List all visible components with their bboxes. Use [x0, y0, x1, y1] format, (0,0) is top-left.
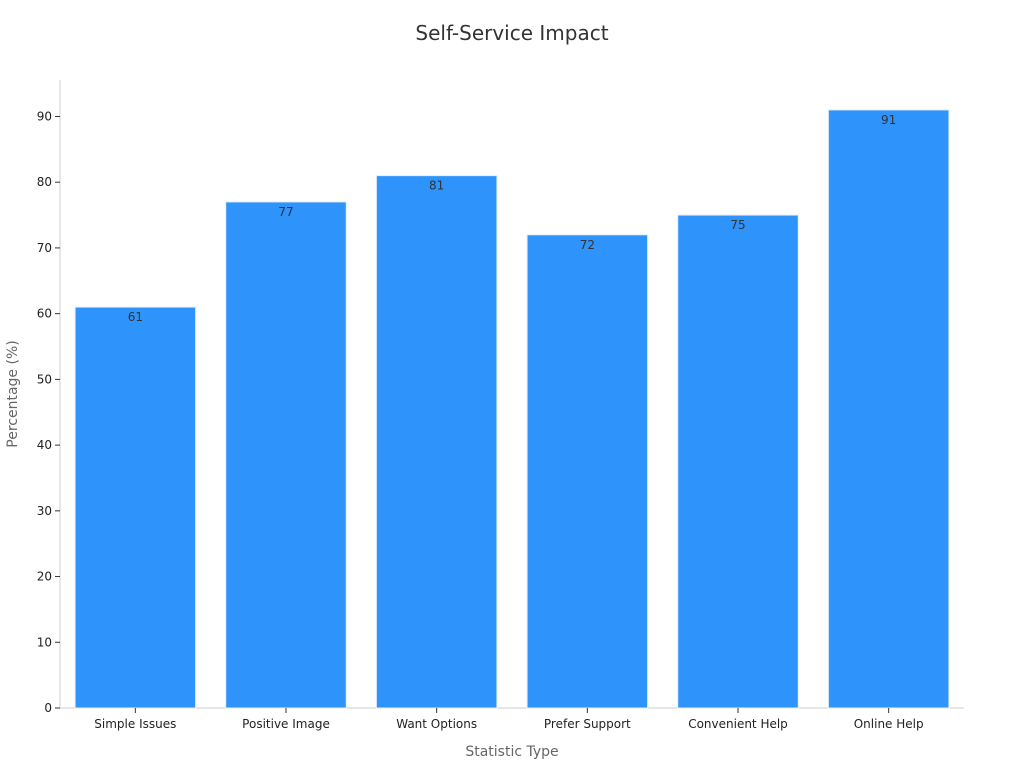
y-tick-label: 70	[37, 241, 52, 255]
x-tick-label: Want Options	[396, 717, 477, 731]
chart-title: Self-Service Impact	[415, 21, 608, 45]
bar	[225, 201, 347, 709]
y-tick-label: 90	[37, 109, 52, 123]
x-tick-label: Convenient Help	[688, 717, 788, 731]
y-tick-label: 80	[37, 175, 52, 189]
x-tick-label: Simple Issues	[94, 717, 176, 731]
y-tick-label: 30	[37, 504, 52, 518]
y-tick-label: 60	[37, 307, 52, 321]
bar	[375, 175, 498, 709]
plot-area: 0 10 20 30 40 50 60 70 80 90 Simple Issues 61 Positi…	[37, 80, 964, 731]
data-label: 75	[730, 218, 745, 232]
data-label: 72	[580, 238, 595, 252]
bar	[526, 234, 649, 709]
x-tick-label: Online Help	[854, 717, 924, 731]
y-axis-label: Percentage (%)	[5, 340, 21, 447]
y-tick-label: 10	[37, 635, 52, 649]
y-tick-label: 20	[37, 570, 52, 584]
bar	[74, 306, 197, 709]
data-label: 61	[128, 310, 143, 324]
y-tick-label: 0	[44, 701, 52, 715]
bar	[827, 109, 950, 709]
y-tick-label: 50	[37, 372, 52, 386]
y-tick-label: 40	[37, 438, 52, 452]
data-label: 77	[278, 205, 293, 219]
bar	[677, 214, 799, 709]
x-tick-label: Prefer Support	[544, 717, 631, 731]
data-label: 91	[881, 113, 896, 127]
x-axis-label: Statistic Type	[465, 744, 558, 760]
data-label: 81	[429, 179, 444, 193]
x-tick-label: Positive Image	[242, 717, 330, 731]
